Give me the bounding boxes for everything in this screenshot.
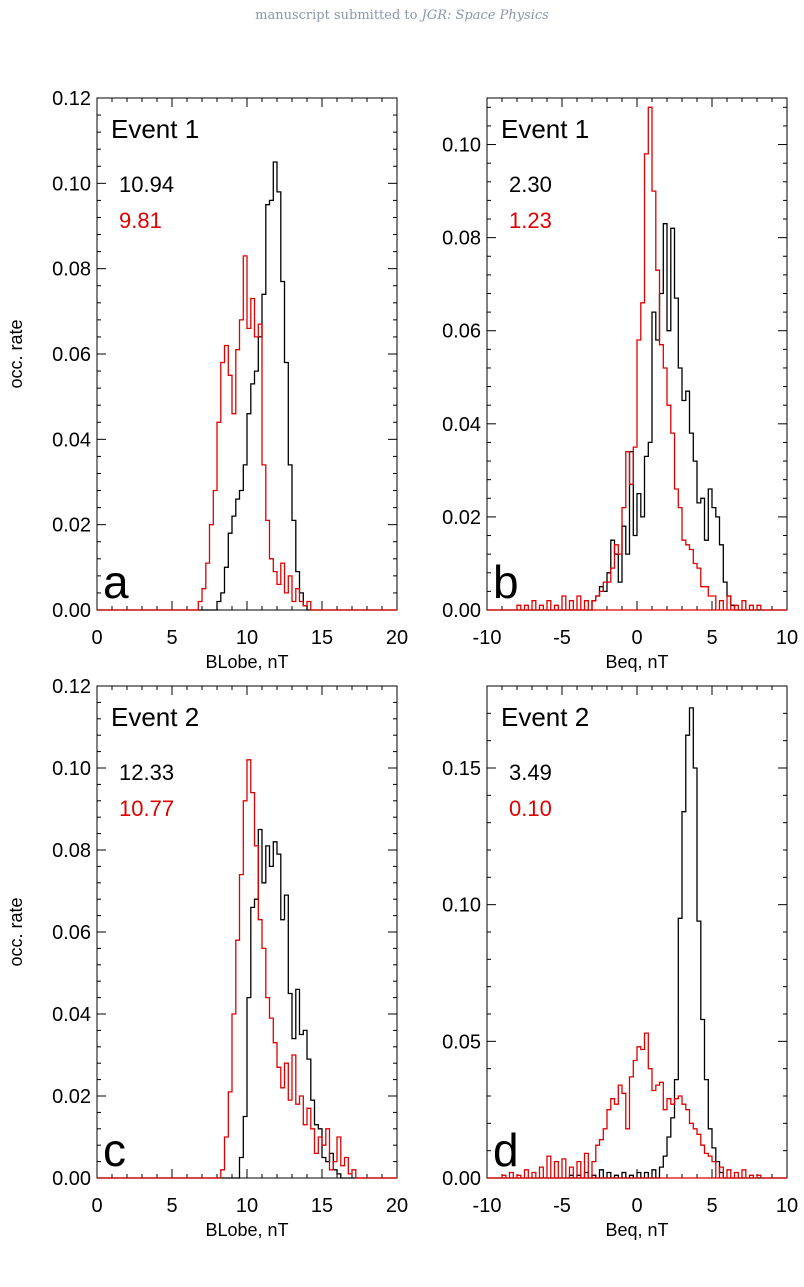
chart-a-mean-label-1: 9.81 (119, 208, 162, 233)
chart-b-y-tick-label: 0.04 (442, 414, 481, 436)
chart-c-x-tick-label: 20 (386, 1195, 408, 1217)
chart-a-y-tick-label: 0.02 (52, 515, 91, 537)
chart-b-x-tick-label: 10 (776, 627, 798, 649)
chart-d-x-tick-label: -10 (473, 1195, 502, 1217)
chart-c-mean-label-1: 10.77 (119, 796, 174, 821)
chart-a-x-tick-label: 15 (311, 627, 333, 649)
chart-c-mean-label-0: 12.33 (119, 760, 174, 785)
chart-d-event-label: Event 2 (501, 702, 589, 732)
chart-c-x-tick-label: 10 (236, 1195, 258, 1217)
chart-a-y-axis-label: occ. rate (6, 319, 26, 388)
chart-d-y-tick-label: 0.15 (442, 758, 481, 780)
chart-c-y-tick-label: 0.00 (52, 1168, 91, 1190)
chart-b-event-label: Event 1 (501, 114, 589, 144)
chart-c-y-tick-label: 0.04 (52, 1004, 91, 1026)
chart-a-event-label: Event 1 (111, 114, 199, 144)
chart-d-panel-letter: d (493, 1124, 519, 1176)
chart-b-y-tick-label: 0.02 (442, 507, 481, 529)
chart-c-y-tick-label: 0.06 (52, 922, 91, 944)
chart-a-y-tick-label: 0.08 (52, 259, 91, 281)
chart-d-series-1-line (487, 1032, 787, 1179)
chart-c-x-axis-label: BLobe, nT (205, 1220, 288, 1240)
chart-a-panel-letter: a (103, 556, 129, 608)
chart-c-x-tick-label: 15 (311, 1195, 333, 1217)
chart-d-y-tick-label: 0.05 (442, 1031, 481, 1053)
chart-b-x-tick-label: -5 (553, 627, 571, 649)
chart-a-series-1-line (97, 255, 397, 611)
chart-d-x-tick-label: 10 (776, 1195, 798, 1217)
chart-a-y-tick-label: 0.04 (52, 429, 91, 451)
chart-c-series-1-line (97, 759, 397, 1179)
chart-a-y-tick-label: 0.06 (52, 344, 91, 366)
chart-a-mean-label-0: 10.94 (119, 172, 174, 197)
chart-b-mean-label-1: 1.23 (509, 208, 552, 233)
chart-d-y-tick-label: 0.00 (442, 1168, 481, 1190)
chart-b-x-tick-label: 0 (631, 627, 642, 649)
chart-d-x-tick-label: 0 (631, 1195, 642, 1217)
chart-b-x-tick-label: -10 (473, 627, 502, 649)
page-header: manuscript submitted to JGR: Space Physi… (0, 8, 804, 23)
chart-b-series-0-line (487, 223, 787, 611)
chart-c-panel-letter: c (103, 1124, 126, 1176)
chart-a-x-axis-label: BLobe, nT (205, 652, 288, 672)
chart-d-y-tick-label: 0.10 (442, 895, 481, 917)
chart-b-series-1-line (487, 106, 787, 611)
chart-a-y-tick-label: 0.10 (52, 173, 91, 195)
chart-b-y-tick-label: 0.10 (442, 135, 481, 157)
chart-c-x-tick-label: 0 (91, 1195, 102, 1217)
chart-b-y-tick-label: 0.06 (442, 321, 481, 343)
chart-a-y-tick-label: 0.12 (52, 88, 91, 110)
chart-b-mean-label-0: 2.30 (509, 172, 552, 197)
chart-c-x-tick-label: 5 (166, 1195, 177, 1217)
header-journal: JGR: Space Physics (421, 8, 549, 23)
chart-b-x-tick-label: 5 (706, 627, 717, 649)
chart-c-series-0-line (97, 828, 397, 1179)
chart-c-event-label: Event 2 (111, 702, 199, 732)
chart-d-x-axis-label: Beq, nT (605, 1220, 668, 1240)
chart-a-x-tick-label: 10 (236, 627, 258, 649)
chart-b-panel-letter: b (493, 556, 519, 608)
chart-d-x-tick-label: 5 (706, 1195, 717, 1217)
chart-c-y-tick-label: 0.02 (52, 1086, 91, 1108)
chart-c-y-tick-label: 0.10 (52, 758, 91, 780)
chart-c-y-tick-label: 0.12 (52, 676, 91, 698)
chart-b-y-tick-label: 0.00 (442, 600, 481, 622)
chart-b-y-tick-label: 0.08 (442, 228, 481, 250)
chart-b-x-axis-label: Beq, nT (605, 652, 668, 672)
chart-d-x-tick-label: -5 (553, 1195, 571, 1217)
chart-a-x-tick-label: 5 (166, 627, 177, 649)
chart-a-x-tick-label: 20 (386, 627, 408, 649)
chart-a-x-tick-label: 0 (91, 627, 102, 649)
chart-d-mean-label-1: 0.10 (509, 796, 552, 821)
chart-a-y-tick-label: 0.00 (52, 600, 91, 622)
chart-c-y-tick-label: 0.08 (52, 840, 91, 862)
header-prefix: manuscript submitted to (255, 8, 422, 23)
chart-a-series-0-line (97, 161, 397, 611)
chart-d-mean-label-0: 3.49 (509, 760, 552, 785)
chart-c-y-axis-label: occ. rate (6, 897, 26, 966)
